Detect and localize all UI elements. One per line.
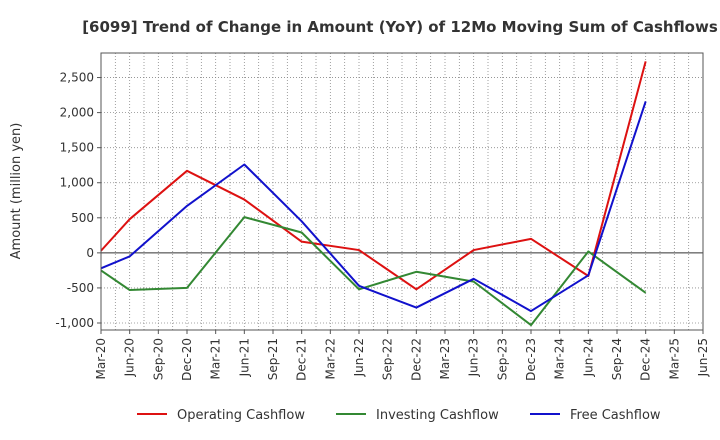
x-tick-label: Dec-24 <box>639 338 653 381</box>
legend-label-investing-cashflow: Investing Cashflow <box>376 408 499 423</box>
series-line-investing-cashflow <box>100 216 647 327</box>
x-tick-label: Sep-23 <box>495 338 509 380</box>
y-tick-label: 2,000 <box>60 106 94 120</box>
x-tick-labels: Mar-20 Jun-20 Sep-20 Dec-20 Mar-21 Jun-21 Sep-… <box>94 330 710 381</box>
x-tick-label: Sep-24 <box>610 338 624 380</box>
plot-frame <box>100 52 704 331</box>
x-tick-label: Sep-22 <box>381 338 395 380</box>
x-tick-label: Sep-21 <box>266 338 280 380</box>
y-axis-label: Amount (million yen) <box>9 123 24 260</box>
legend: Operating Cashflow Investing Cashflow Free… <box>137 408 661 423</box>
y-tick-label: 0 <box>86 246 94 260</box>
x-tick-label: Sep-20 <box>151 338 165 380</box>
chart-title: [6099] Trend of Change in Amount (YoY) o… <box>82 18 718 36</box>
series-line-free-cashflow <box>100 101 647 313</box>
series-layer <box>100 61 647 327</box>
x-tick-label: Dec-22 <box>409 338 423 381</box>
series-line-operating-cashflow <box>100 61 647 291</box>
y-tick-label: -500 <box>67 281 94 295</box>
x-tick-label: Jun-23 <box>467 338 481 377</box>
y-tick-label: 1,500 <box>60 141 94 155</box>
legend-label-free-cashflow: Free Cashflow <box>570 408 661 423</box>
x-tick-label: Jun-21 <box>237 338 251 377</box>
x-tick-label: Dec-21 <box>295 338 309 381</box>
x-tick-label: Mar-23 <box>438 338 452 379</box>
x-tick-label: Jun-24 <box>581 338 595 377</box>
x-tick-label: Dec-20 <box>180 338 194 381</box>
x-tick-label: Dec-23 <box>524 338 538 381</box>
x-tick-label: Jun-25 <box>696 338 710 377</box>
x-tick-label: Jun-20 <box>123 338 137 377</box>
y-tick-label: 1,000 <box>60 176 94 190</box>
grid-layer <box>101 53 703 330</box>
y-tick-label: 2,500 <box>60 71 94 85</box>
x-tick-label: Mar-21 <box>209 338 223 379</box>
legend-label-operating-cashflow: Operating Cashflow <box>177 408 305 423</box>
x-tick-label: Mar-20 <box>94 338 108 379</box>
x-tick-label: Mar-25 <box>667 338 681 379</box>
y-tick-labels: -1,000 -500 0 500 1,000 1,500 2,000 2,500 <box>55 71 101 330</box>
x-tick-label: Mar-22 <box>323 338 337 379</box>
x-tick-label: Mar-24 <box>553 338 567 379</box>
y-tick-label: 500 <box>71 211 94 225</box>
x-tick-label: Jun-22 <box>352 338 366 377</box>
y-tick-label: -1,000 <box>55 316 94 330</box>
